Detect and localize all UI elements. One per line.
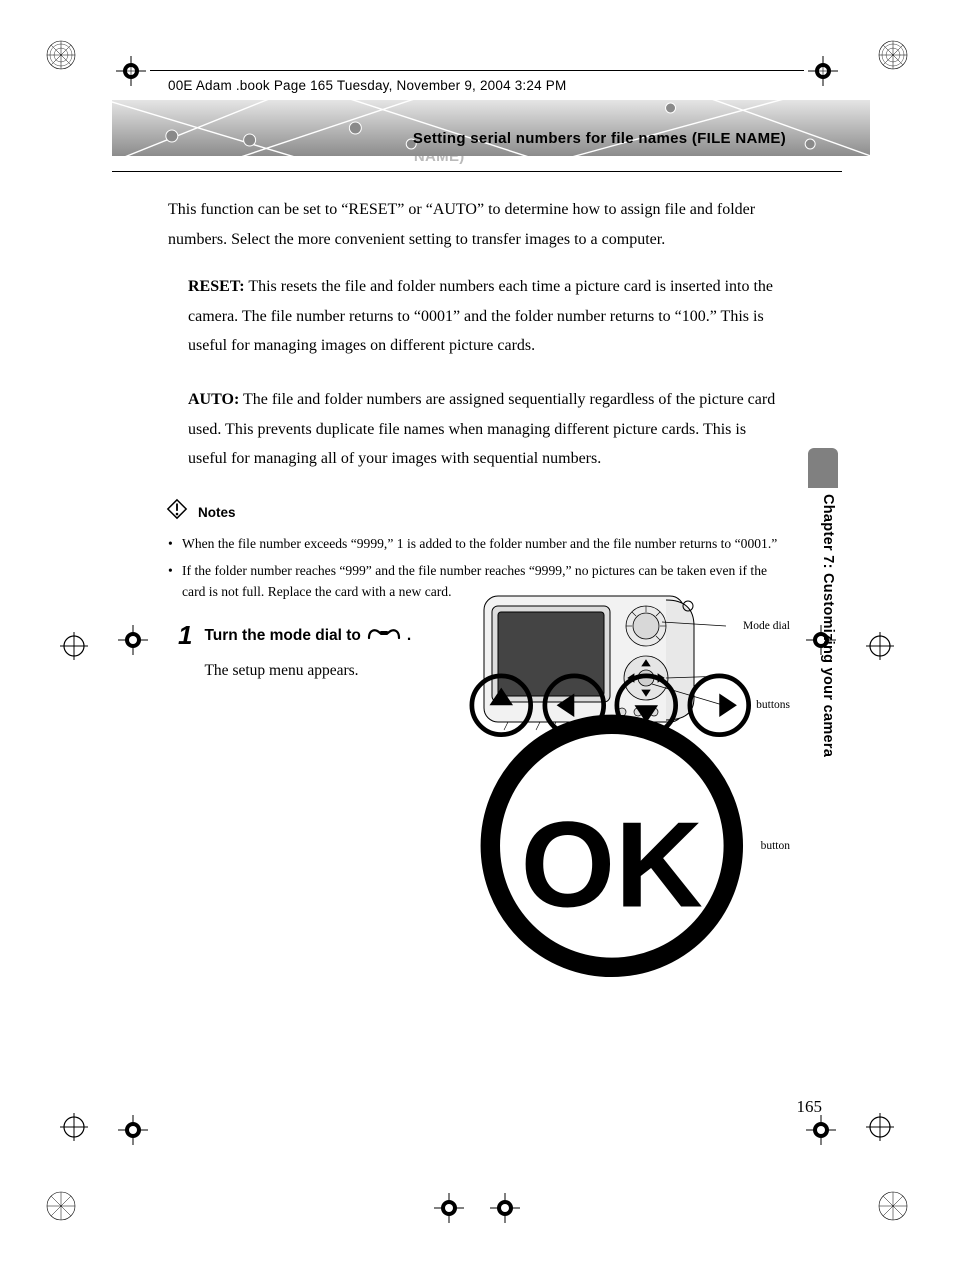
note-item: When the file number exceeds “9999,” 1 i… [168, 533, 786, 554]
chapter-label: Chapter 7: Customizing your camera [820, 494, 836, 757]
page-number: 165 [797, 1097, 823, 1117]
crop-mark [118, 625, 148, 655]
section-underline [112, 171, 842, 172]
callout-mode-dial: Mode dial [743, 620, 790, 632]
chapter-tab [808, 448, 838, 488]
crop-mark [118, 1115, 148, 1145]
crop-mark [490, 1193, 520, 1223]
notes-icon [166, 498, 188, 529]
auto-label: AUTO: [188, 391, 239, 408]
setup-mode-icon [367, 622, 401, 651]
crop-mark [60, 1113, 88, 1141]
notes-heading-text: Notes [198, 501, 236, 526]
auto-text: The file and folder numbers are assigned… [188, 391, 775, 467]
reset-paragraph: RESET: This resets the file and folder n… [188, 272, 786, 361]
reset-label: RESET: [188, 278, 245, 295]
section-title: Setting serial numbers for file names (F… [413, 130, 786, 147]
crop-mark [116, 56, 146, 86]
running-header: 00E Adam .book Page 165 Tuesday, Novembe… [168, 78, 566, 93]
crop-mark [876, 1189, 910, 1223]
auto-paragraph: AUTO: The file and folder numbers are as… [188, 385, 786, 474]
svg-text:OK: OK [521, 797, 703, 933]
crop-mark [806, 1115, 836, 1145]
crop-mark [876, 38, 910, 72]
crop-mark [434, 1193, 464, 1223]
step-number: 1 [178, 622, 192, 648]
callout-ok-button: OK button [466, 700, 790, 992]
ok-button-icon: OK [466, 700, 758, 992]
reset-text: This resets the file and folder numbers … [188, 278, 773, 354]
notes-heading: Notes [166, 498, 786, 529]
header-rule [150, 70, 804, 71]
crop-mark [60, 632, 88, 660]
crop-mark [808, 56, 838, 86]
crop-mark [44, 38, 78, 72]
camera-illustration: Mode dial buttons OK button [466, 582, 786, 746]
crop-mark [866, 632, 894, 660]
crop-mark [44, 1189, 78, 1223]
crop-mark [866, 1113, 894, 1141]
intro-paragraph: This function can be set to “RESET” or “… [168, 195, 786, 254]
